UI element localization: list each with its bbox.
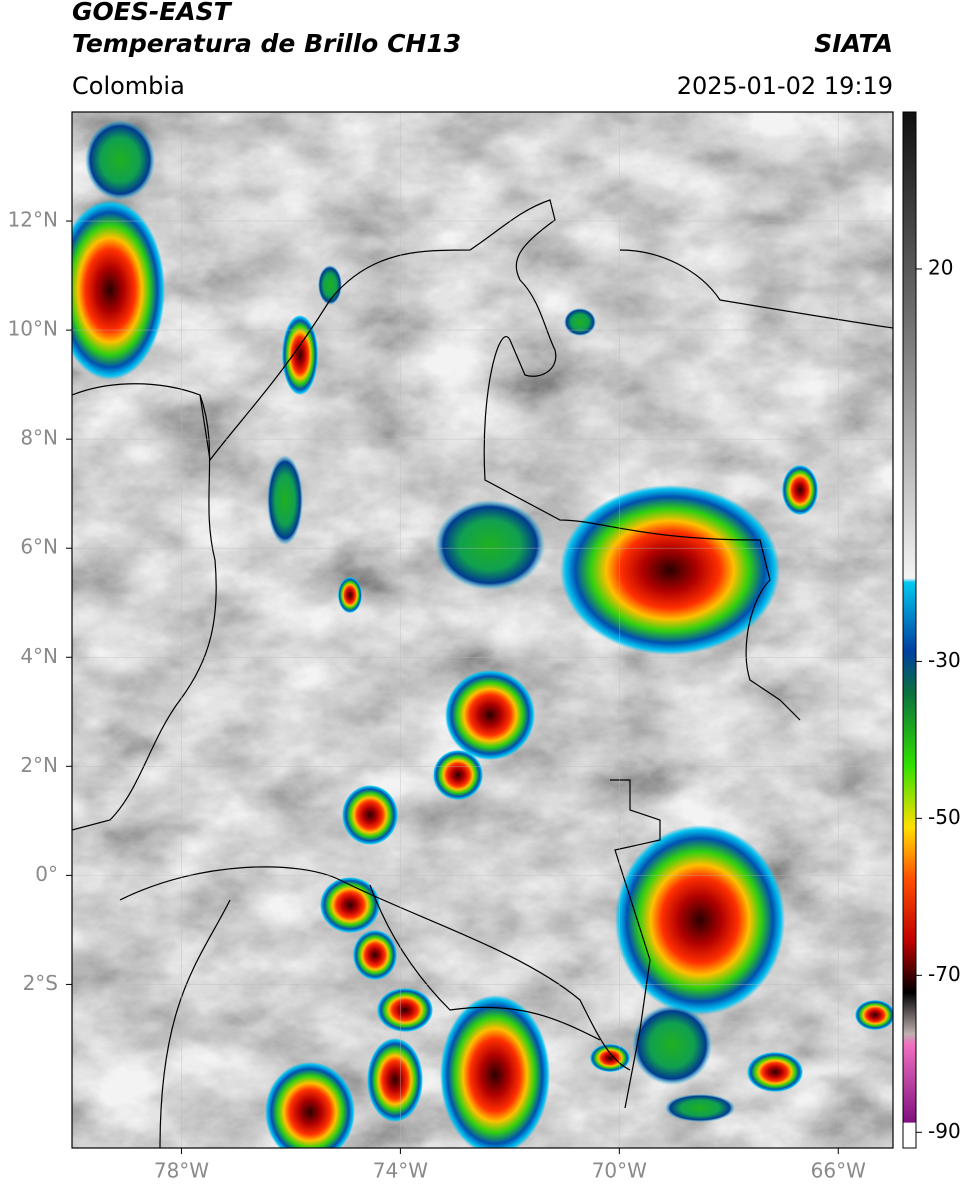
- storm-cell: [564, 308, 596, 336]
- y-tick-label: 0°: [35, 862, 58, 886]
- storm-cell: [435, 500, 545, 590]
- border: [119, 866, 631, 1071]
- storm-cell: [560, 485, 780, 655]
- storm-cell: [318, 265, 342, 305]
- x-tick-label: 78°W: [154, 1159, 209, 1183]
- y-tick-label: 2°S: [23, 971, 58, 995]
- map-frame: [71, 111, 894, 1149]
- cloud-texture: [72, 112, 893, 1148]
- region: Colombia: [72, 72, 185, 100]
- grid: [72, 112, 893, 1148]
- y-tick-label: 2°N: [20, 753, 58, 777]
- border: [610, 779, 661, 1109]
- coastline: [159, 899, 231, 1148]
- storm-cell: [615, 825, 785, 1015]
- colorbar-tick-label: -50: [928, 805, 961, 829]
- border: [369, 884, 601, 1041]
- x-tick-label: 70°W: [592, 1159, 647, 1183]
- colorbar: [902, 111, 917, 1149]
- storm-cell: [282, 315, 318, 395]
- timestamp: 2025-01-02 19:19: [677, 72, 893, 100]
- source: SIATA: [814, 29, 893, 58]
- storm-cell: [267, 455, 303, 545]
- x-tick-label: 74°W: [373, 1159, 428, 1183]
- y-tick-label: 4°N: [20, 644, 58, 668]
- storm-cell: [353, 930, 397, 980]
- coastline: [72, 394, 217, 831]
- y-tick-label: 10°N: [8, 317, 58, 341]
- subtitle: Temperatura de Brillo CH13: [72, 29, 461, 58]
- storm-cell: [782, 465, 818, 515]
- storm-cell: [855, 1000, 893, 1030]
- storm-cell: [377, 988, 433, 1032]
- map-image: [72, 112, 893, 1148]
- storm-cell: [665, 1094, 735, 1122]
- storm-cell: [72, 200, 165, 380]
- storm-cell: [320, 877, 380, 933]
- storm-cell: [445, 670, 535, 760]
- storm-cell: [590, 1044, 630, 1072]
- storm-cell: [367, 1038, 423, 1122]
- borders: [72, 199, 893, 1148]
- storm-cell: [632, 1005, 712, 1085]
- storm-cell: [85, 120, 155, 200]
- y-tick-label: 12°N: [8, 208, 58, 232]
- colorbar-tick-label: -30: [928, 648, 961, 672]
- storm-cell: [433, 750, 483, 800]
- coastline: [619, 249, 893, 329]
- storm-cell: [265, 1062, 355, 1148]
- storm-cells: [72, 120, 893, 1148]
- colorbar-tick-label: -90: [928, 1119, 961, 1143]
- x-tick-label: 66°W: [811, 1159, 866, 1183]
- title: GOES-EAST: [72, 0, 233, 26]
- storm-cell: [747, 1052, 803, 1092]
- colorbar-tick-label: -70: [928, 962, 961, 986]
- y-tick-label: 6°N: [20, 535, 58, 559]
- y-tick-label: 8°N: [20, 426, 58, 450]
- storm-cell: [440, 995, 550, 1148]
- storm-cell: [338, 577, 362, 613]
- storm-cell: [342, 785, 398, 845]
- colorbar-tick-label: 20: [928, 255, 953, 279]
- border: [72, 199, 801, 721]
